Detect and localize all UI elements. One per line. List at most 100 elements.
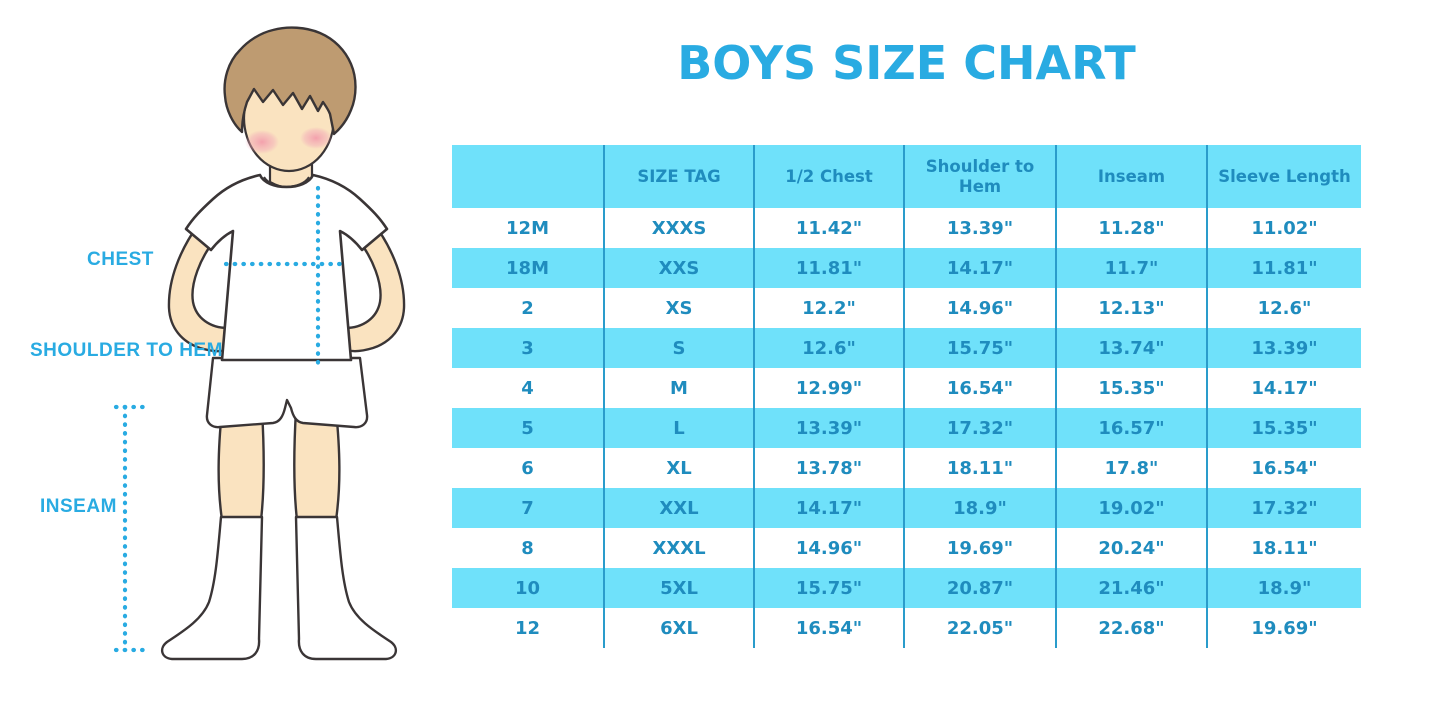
table-cell: 11.28" <box>1055 208 1206 248</box>
arms-shape <box>167 223 406 353</box>
table-cell: 5XL <box>603 568 753 608</box>
table-cell: 13.39" <box>903 208 1055 248</box>
table-cell: 19.69" <box>1206 608 1361 648</box>
table-row: 12 6XL 16.54" 22.05" 22.68" 19.69" <box>452 608 1361 648</box>
page-title: BOYS SIZE CHART <box>677 36 1136 90</box>
table-cell: 14.17" <box>903 248 1055 288</box>
table-cell: 12.13" <box>1055 288 1206 328</box>
table-cell: 14.17" <box>1206 368 1361 408</box>
table-cell: 11.02" <box>1206 208 1361 248</box>
shorts-shape <box>205 356 369 429</box>
table-cell: 16.54" <box>1206 448 1361 488</box>
table-cell: XXL <box>603 488 753 528</box>
boy-illustration <box>113 26 406 661</box>
table-row: 4 M 12.99" 16.54" 15.35" 14.17" <box>452 368 1361 408</box>
shoulder-to-hem-label: SHOULDER TO HEM <box>30 340 223 361</box>
table-cell: 10 <box>514 577 541 599</box>
table-cell: XXXL <box>603 528 753 568</box>
table-cell: 12.6" <box>1206 288 1361 328</box>
measurement-figure-area: CHEST SHOULDER TO HEM INSEAM <box>0 0 450 723</box>
table-header-row: SIZE TAG 1/2 Chest Shoulder to Hem Inseam Sl… <box>452 145 1361 208</box>
table-cell: 18M <box>506 257 549 279</box>
socks-shape <box>160 515 398 661</box>
table-cell: 20.24" <box>1055 528 1206 568</box>
table-cell: 17.32" <box>1206 488 1361 528</box>
collar-line <box>263 176 310 188</box>
table-cell: 22.68" <box>1055 608 1206 648</box>
table-cell: XXS <box>603 248 753 288</box>
table-cell: 16.54" <box>753 608 903 648</box>
table-cell: 14.96" <box>903 288 1055 328</box>
table-cell: 5 <box>521 417 534 439</box>
table-cell: 20.87" <box>903 568 1055 608</box>
table-row: 6 XL 13.78" 18.11" 17.8" 16.54" <box>452 448 1361 488</box>
table-cell: 14.17" <box>753 488 903 528</box>
table-cell: M <box>603 368 753 408</box>
table-cell: 21.46" <box>1055 568 1206 608</box>
table-cell: 12.99" <box>753 368 903 408</box>
legs-shape <box>217 408 341 522</box>
table-cell: 4 <box>521 377 534 399</box>
size-table: SIZE TAG 1/2 Chest Shoulder to Hem Inseam Sl… <box>452 145 1361 648</box>
table-cell: 6 <box>521 457 534 479</box>
table-cell: 15.35" <box>1055 368 1206 408</box>
table-cell: 14.96" <box>753 528 903 568</box>
table-cell: 16.57" <box>1055 408 1206 448</box>
table-cell: 19.69" <box>903 528 1055 568</box>
table-cell: 11.81" <box>753 248 903 288</box>
table-cell: S <box>603 328 753 368</box>
table-cell: 12 <box>514 617 541 639</box>
cheek-right <box>300 127 332 149</box>
hair-shape <box>223 26 357 136</box>
table-cell: 18.11" <box>1206 528 1361 568</box>
table-cell: 15.75" <box>753 568 903 608</box>
table-row: 2 XS 12.2" 14.96" 12.13" 12.6" <box>452 288 1361 328</box>
table-cell: XS <box>603 288 753 328</box>
table-cell: L <box>603 408 753 448</box>
table-cell: 15.35" <box>1206 408 1361 448</box>
inseam-label: INSEAM <box>40 496 117 517</box>
table-cell: 13.74" <box>1055 328 1206 368</box>
table-row: 7 XXL 14.17" 18.9" 19.02" 17.32" <box>452 488 1361 528</box>
table-row: 5 L 13.39" 17.32" 16.57" 15.35" <box>452 408 1361 448</box>
cheek-left <box>245 130 279 154</box>
table-cell: 17.8" <box>1055 448 1206 488</box>
table-cell: 12.2" <box>753 288 903 328</box>
table-row: 8 XXXL 14.96" 19.69" 20.24" 18.11" <box>452 528 1361 568</box>
table-cell: 2 <box>521 297 534 319</box>
table-cell: 11.7" <box>1055 248 1206 288</box>
header-cell: Shoulder to Hem <box>903 145 1055 208</box>
table-cell: 12M <box>506 217 549 239</box>
table-row: 10 5XL 15.75" 20.87" 21.46" 18.9" <box>452 568 1361 608</box>
table-cell: 3 <box>521 337 534 359</box>
table-cell: XL <box>603 448 753 488</box>
table-cell: XXXS <box>603 208 753 248</box>
table-cell: 8 <box>521 537 534 559</box>
table-cell: 13.39" <box>1206 328 1361 368</box>
table-cell: 18.11" <box>903 448 1055 488</box>
table-cell: 18.9" <box>903 488 1055 528</box>
table-row: 18M XXS 11.81" 14.17" 11.7" 11.81" <box>452 248 1361 288</box>
table-cell: 19.02" <box>1055 488 1206 528</box>
table-cell: 6XL <box>603 608 753 648</box>
header-cell: SIZE TAG <box>603 145 753 208</box>
table-cell: 22.05" <box>903 608 1055 648</box>
table-cell: 12.6" <box>753 328 903 368</box>
shirt-shape <box>184 173 389 362</box>
table-row: 3 S 12.6" 15.75" 13.74" 13.39" <box>452 328 1361 368</box>
table-cell: 16.54" <box>903 368 1055 408</box>
table-cell: 11.81" <box>1206 248 1361 288</box>
header-cell: 1/2 Chest <box>753 145 903 208</box>
table-cell: 15.75" <box>903 328 1055 368</box>
table-cell: 11.42" <box>753 208 903 248</box>
chest-label: CHEST <box>87 249 154 270</box>
table-cell: 18.9" <box>1206 568 1361 608</box>
header-cell <box>452 145 603 208</box>
table-cell: 13.78" <box>753 448 903 488</box>
table-row: 12M XXXS 11.42" 13.39" 11.28" 11.02" <box>452 208 1361 248</box>
table-cell: 13.39" <box>753 408 903 448</box>
header-cell: Sleeve Length <box>1206 145 1361 208</box>
header-cell: Inseam <box>1055 145 1206 208</box>
table-cell: 17.32" <box>903 408 1055 448</box>
